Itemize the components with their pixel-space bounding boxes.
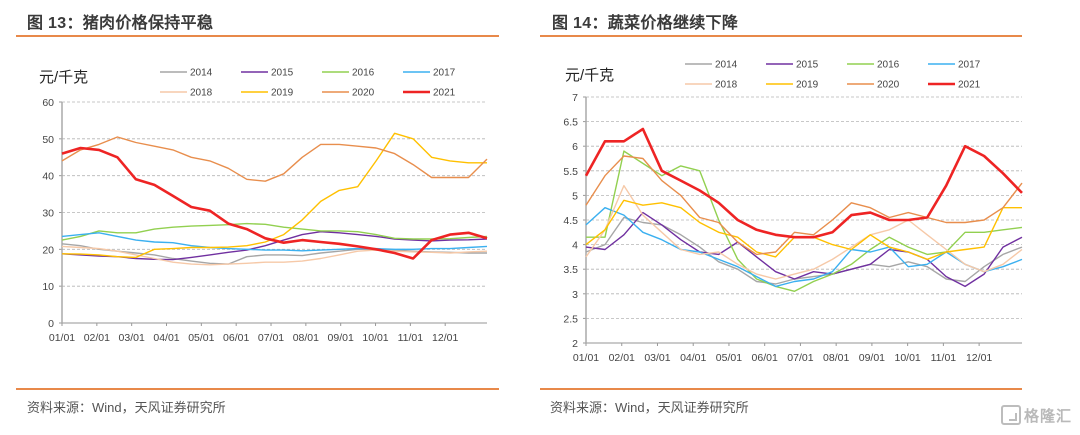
y-axis-unit-label: 元/千克 [39, 69, 89, 86]
x-tick-label: 08/01 [293, 332, 319, 344]
series-line-2016 [61, 222, 488, 241]
x-tick-label: 08/01 [823, 352, 849, 364]
series-line-2020 [585, 155, 1023, 256]
y-tick-label: 6 [572, 141, 578, 153]
x-tick-label: 03/01 [644, 352, 670, 364]
y-tick-label: 0 [48, 318, 54, 330]
series-line-2019 [61, 132, 487, 259]
chart-panel-vegetable: 图 14：蔬菜价格继续下降 元/千克 2 2.5 3 3.5 4 4.5 5 5.5 6 6.5 7… [540, 0, 1080, 435]
y-tick-label: 60 [42, 97, 54, 109]
legend-label-2017: 2017 [958, 60, 981, 71]
y-tick-label: 50 [42, 134, 54, 146]
source-divider [540, 388, 1022, 390]
y-tick-label: 3.5 [563, 264, 578, 276]
source-note: 资料来源：Wind，天风证券研究所 [27, 400, 226, 415]
watermark-logo-icon [1000, 405, 1021, 425]
legend-label-2017: 2017 [433, 68, 456, 79]
y-tick-label: 2.5 [563, 313, 578, 325]
series-line-2014 [585, 216, 1023, 285]
series-line-2015 [61, 231, 488, 261]
x-tick-label: 03/01 [119, 332, 145, 344]
x-tick-label: 04/01 [153, 332, 179, 344]
y-tick-label: 7 [572, 92, 578, 104]
vegetable-price-line-chart: 2 2.5 3 3.5 4 4.5 5 5.5 6 6.5 7 01/01 02/01 03/01 04/0… [563, 60, 1023, 364]
legend-label-2021: 2021 [433, 88, 456, 99]
y-tick-label: 2 [572, 338, 578, 350]
series-line-2017 [61, 232, 488, 252]
legend-label-2020: 2020 [877, 80, 900, 91]
x-tick-label: 09/01 [328, 332, 354, 344]
series-line-2018 [61, 245, 488, 266]
chart-panel-pork: 图 13：猪肉价格保持平稳 元/千克 0 10 20 30 40 50 60 01/01 02/… [16, 15, 499, 415]
x-tick-label: 05/01 [716, 352, 742, 364]
chart-title: 图 14：蔬菜价格继续下降 [552, 15, 739, 32]
x-tick-label: 05/01 [188, 332, 214, 344]
x-tick-label: 07/01 [787, 352, 813, 364]
x-tick-label: 11/01 [398, 332, 424, 344]
watermark: 格隆汇 [1000, 405, 1072, 426]
y-tick-label: 5 [572, 190, 578, 202]
legend-label-2018: 2018 [190, 88, 213, 99]
source-divider [16, 388, 499, 390]
legend-label-2014: 2014 [190, 68, 213, 79]
x-tick-label: 10/01 [362, 332, 388, 344]
legend-label-2020: 2020 [352, 88, 375, 99]
watermark-text: 格隆汇 [1023, 408, 1072, 425]
y-tick-label: 20 [42, 244, 54, 256]
legend-label-2019: 2019 [271, 88, 294, 99]
x-tick-label: 02/01 [609, 352, 635, 364]
x-tick-label: 11/01 [931, 352, 957, 364]
series-line-2019 [585, 199, 1022, 261]
x-tick-label: 02/01 [84, 332, 110, 344]
pork-price-line-chart: 0 10 20 30 40 50 60 01/01 02/01 03/01 04/01 05/01 06… [42, 68, 488, 344]
title-divider [16, 35, 499, 37]
x-tick-label: 12/01 [966, 352, 992, 364]
legend-label-2014: 2014 [715, 60, 738, 71]
y-tick-label: 4.5 [563, 215, 578, 227]
legend-label-2015: 2015 [796, 60, 819, 71]
source-note: 资料来源：Wind，天风证券研究所 [550, 400, 749, 415]
y-tick-label: 40 [42, 171, 54, 183]
y-tick-label: 4 [572, 240, 578, 252]
y-tick-label: 30 [42, 208, 54, 220]
series-line-2017 [585, 207, 1023, 288]
x-tick-label: 04/01 [680, 352, 706, 364]
x-tick-label: 12/01 [432, 332, 458, 344]
series-line-2021 [584, 127, 1023, 239]
legend-label-2019: 2019 [796, 80, 819, 91]
x-tick-label: 01/01 [49, 332, 75, 344]
series-line-2018 [585, 184, 1023, 280]
title-divider [540, 35, 1022, 37]
x-tick-label: 10/01 [894, 352, 920, 364]
y-axis-unit-label: 元/千克 [565, 67, 615, 84]
legend-label-2018: 2018 [715, 80, 738, 91]
y-tick-label: 6.5 [563, 117, 578, 129]
legend-label-2016: 2016 [877, 60, 900, 71]
series-line-2016 [586, 150, 1023, 292]
series-line-2015 [585, 211, 1023, 288]
chart-title: 图 13：猪肉价格保持平稳 [27, 15, 214, 32]
legend-label-2021: 2021 [958, 80, 981, 91]
y-tick-label: 10 [42, 281, 54, 293]
x-tick-label: 09/01 [859, 352, 885, 364]
x-tick-label: 07/01 [258, 332, 284, 344]
x-tick-label: 06/01 [223, 332, 249, 344]
y-tick-label: 3 [572, 289, 578, 301]
x-tick-label: 01/01 [573, 352, 599, 364]
legend-label-2015: 2015 [271, 68, 294, 79]
x-tick-label: 06/01 [752, 352, 778, 364]
series-line-2020 [61, 136, 488, 182]
legend-label-2016: 2016 [352, 68, 375, 79]
series-line-2021 [61, 146, 488, 260]
y-tick-label: 5.5 [563, 166, 578, 178]
